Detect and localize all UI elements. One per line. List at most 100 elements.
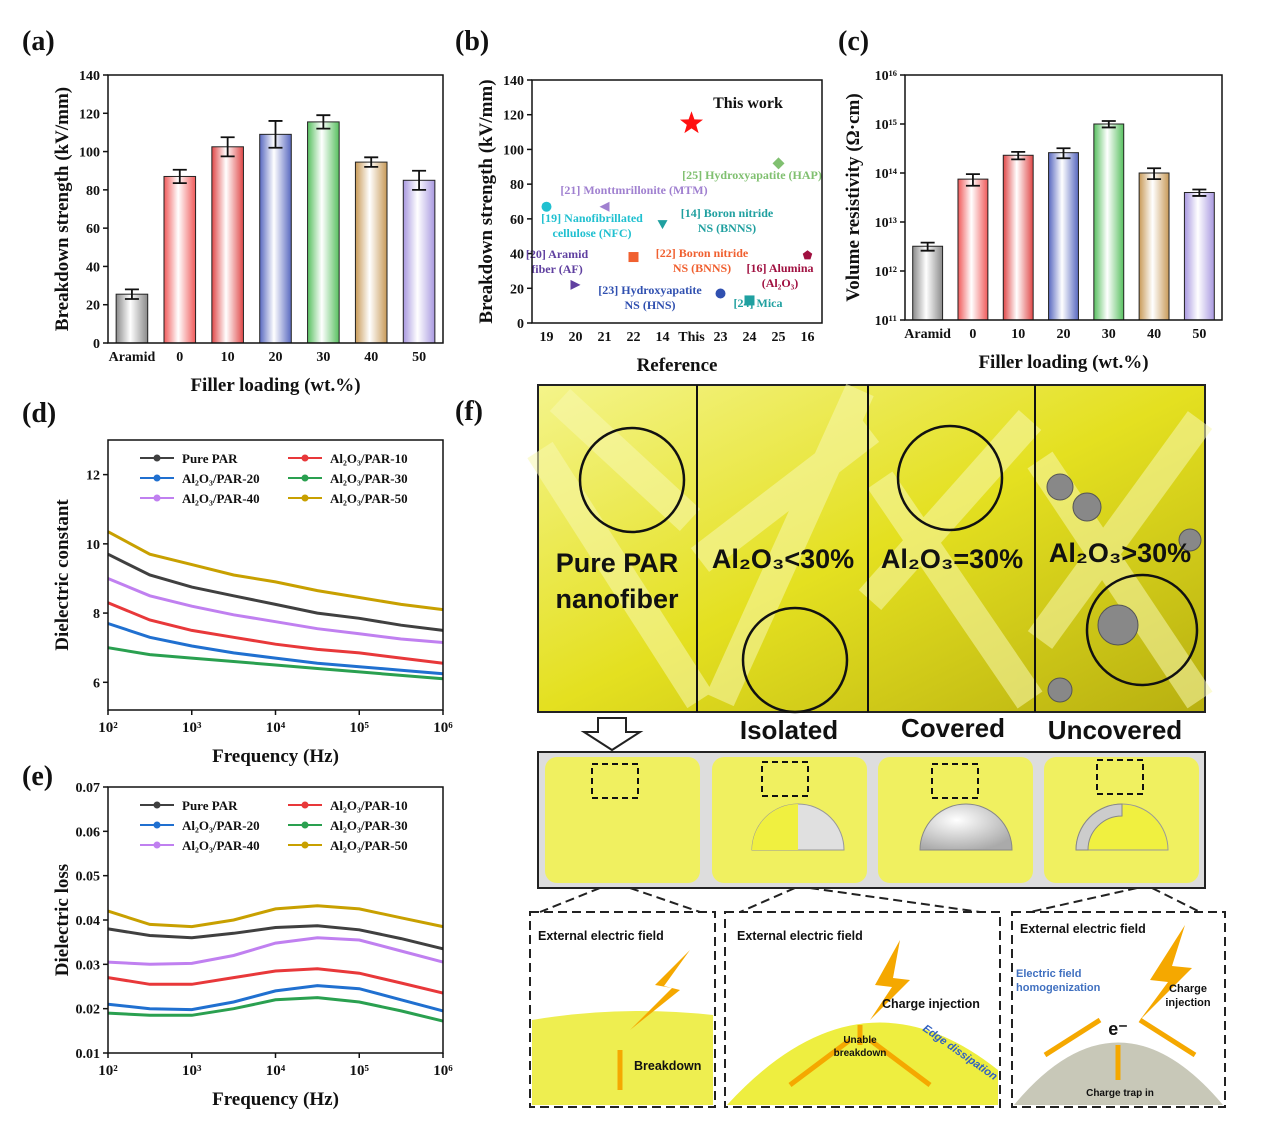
error-bar [1056, 147, 1071, 160]
legend-marker [301, 841, 309, 849]
y-tick-label: 12 [86, 469, 100, 484]
x-tick-label: 10⁵ [350, 720, 370, 736]
legend-label: Pure PAR [182, 798, 238, 813]
plot-frame [107, 786, 444, 1054]
x-tick-label: 14 [656, 330, 670, 345]
point [570, 279, 581, 290]
panel-label: (c) [838, 26, 869, 57]
bar [1183, 191, 1215, 321]
x-axis-label: Frequency (Hz) [212, 746, 339, 767]
panel-label: (b) [455, 26, 489, 57]
bar [211, 146, 244, 344]
y-tick-label: 0.01 [76, 1047, 101, 1062]
legend-marker [153, 841, 161, 849]
panel-label: (a) [22, 26, 55, 57]
y-tick-label: 20 [510, 282, 524, 297]
legend-marker [301, 801, 309, 809]
x-tick-label: 30 [316, 350, 330, 365]
bar [307, 121, 340, 344]
zoom-circles [578, 424, 1199, 714]
down-arrow [580, 717, 644, 752]
x-axis-label: Frequency (Hz) [212, 1089, 339, 1110]
x-tick-label: 10 [221, 350, 235, 365]
point [715, 288, 726, 299]
bar [354, 161, 388, 344]
x-tick-label: 0 [176, 350, 183, 365]
y-tick-label: 0 [517, 317, 524, 332]
y-tick-label: 0.07 [76, 781, 101, 796]
inset-frames [529, 887, 1226, 1108]
y-tick-label: 60 [510, 213, 524, 228]
error-bar [1147, 167, 1162, 181]
legend-marker [153, 454, 161, 462]
y-axis-label: Volume resistivity (Ω·cm) [843, 93, 864, 301]
x-tick-label: 23 [714, 330, 728, 345]
x-tick-label: 10 [1011, 327, 1025, 342]
panel-label: (f) [455, 396, 483, 427]
y-axis-label: Dielectric constant [52, 499, 73, 651]
point-label: fiber (AF) [531, 262, 582, 276]
y-tick-label: 0.06 [76, 825, 101, 840]
y-tick-label: 20 [86, 299, 100, 314]
inset-note: Unable [843, 1035, 877, 1046]
y-tick-label: 80 [510, 178, 524, 193]
y-tick-label: 10¹⁶ [875, 69, 897, 84]
y-tick-label: 10 [86, 538, 100, 553]
column-label: Al₂O₃=30% [881, 544, 1023, 574]
error-bar [412, 169, 427, 191]
x-axis-label: Reference [637, 355, 718, 376]
inset-title: External electric field [1020, 922, 1146, 936]
covered-sphere [919, 803, 1013, 851]
state-label: Uncovered [1048, 715, 1182, 745]
x-tick-label: 10² [98, 720, 118, 736]
point-label: NS (HNS) [624, 298, 675, 312]
error-bar [965, 173, 980, 187]
series-line [107, 967, 444, 995]
point [679, 111, 704, 134]
y-tick-label: 100 [79, 146, 100, 161]
series-line [107, 622, 444, 676]
legend-label: Al₂O₃/PAR-40 [182, 838, 260, 853]
x-tick-label: 50 [412, 350, 426, 365]
point-label: cellulose (NFC) [553, 226, 632, 240]
inset-title: External electric field [538, 929, 664, 943]
point-label: [19] Nanofibrillated [541, 211, 643, 225]
series-line [107, 552, 444, 632]
x-axis-label: Filler loading (wt.%) [190, 375, 360, 396]
legend-label: Al₂O₃/PAR-30 [330, 818, 408, 833]
legend-label: Al₂O₃/PAR-50 [330, 838, 408, 853]
y-tick-label: 8 [93, 607, 100, 622]
x-tick-label: 20 [269, 350, 283, 365]
point [628, 252, 639, 263]
y-axis-label: Dielectric loss [52, 864, 73, 976]
x-tick-label: 10² [98, 1063, 118, 1079]
inset-note: Breakdown [634, 1059, 701, 1073]
error-bar [364, 156, 379, 168]
bar [259, 133, 292, 344]
error-bar [1011, 150, 1026, 161]
legend-marker [153, 801, 161, 809]
dividers [696, 385, 1036, 712]
plot-frame [904, 74, 1223, 321]
x-tick-label: Aramid [109, 350, 156, 365]
inset-note: Electric field [1016, 968, 1081, 980]
bar [1002, 154, 1034, 321]
y-tick-label: 10¹⁴ [875, 167, 898, 182]
x-tick-label: 10⁶ [433, 1063, 453, 1079]
series-line [107, 530, 444, 612]
error-bar [220, 136, 235, 158]
state-label: Covered [901, 713, 1005, 743]
y-tick-label: 10¹² [875, 265, 897, 280]
x-axis-label: Filler loading (wt.%) [978, 352, 1148, 373]
y-tick-label: 0.04 [76, 914, 101, 929]
y-tick-label: 0.03 [76, 958, 101, 973]
x-tick-label: 50 [1192, 327, 1206, 342]
y-tick-label: 6 [93, 676, 100, 691]
bar [163, 175, 197, 344]
legend-label: Al₂O₃/PAR-20 [182, 818, 260, 833]
inset-note: homogenization [1016, 982, 1101, 994]
series-line [107, 936, 444, 966]
y-tick-label: 100 [503, 143, 524, 158]
point [541, 201, 552, 212]
column-label: Pure PAR [556, 548, 679, 578]
